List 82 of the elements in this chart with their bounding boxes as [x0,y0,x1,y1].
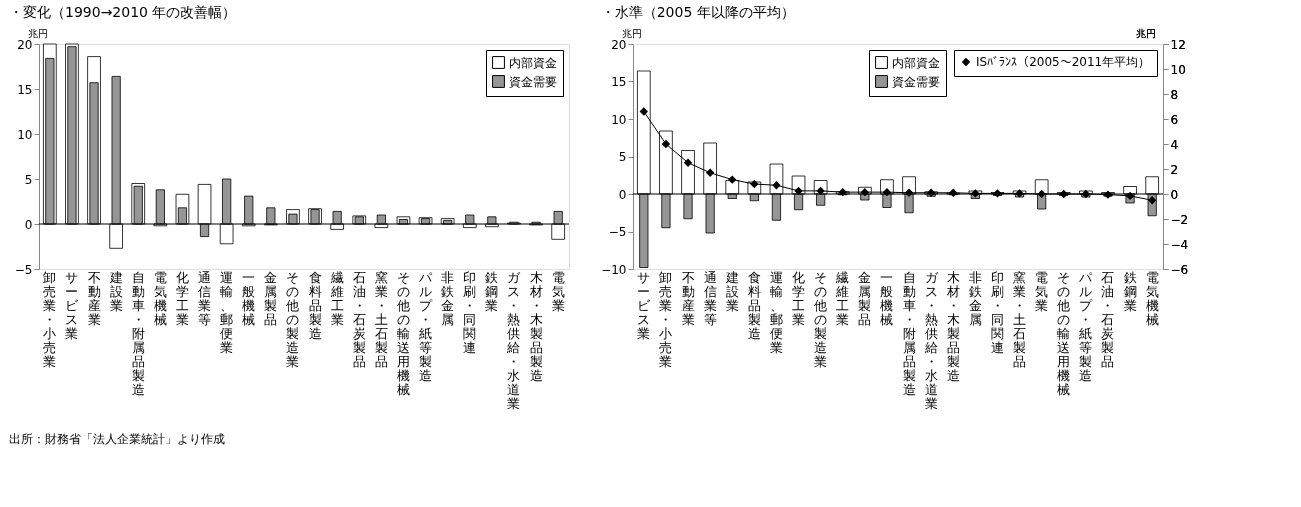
x-tick-label: 運輸、郵便業 [769,269,783,355]
y2-tick-label: −4 [1170,237,1189,252]
y-tick-label: 5 [618,150,627,164]
category-label: その他の輸送用機械 [1057,269,1071,397]
y-tick-label: 0 [618,187,627,202]
x-tick-label: 化学工業 [175,269,189,327]
legend-label: 内部資金 [509,55,557,70]
y-tick-label: 0 [24,217,33,232]
legend-label: 資金需要 [509,74,557,89]
y2-tick-label: 0 [1170,187,1179,202]
category-label: ガス・熱供給・水道業 [924,269,938,411]
y2-tick-label: 4 [1170,137,1179,152]
x-tick-label: 非鉄金属 [968,269,982,327]
y-tick-label: 20 [17,37,33,52]
x-tick-label: 建設業 [724,269,739,313]
x-tick-label: パルプ・紙等製造 [1078,269,1094,383]
y2-tick-label: 12 [1170,37,1186,52]
y2-tick-label: 10 [1170,62,1186,77]
x-tick-label: 電気機械 [153,269,167,327]
x-tick-label: 金属製品 [858,269,872,327]
text: 出所：財務省「法人企業統計」より作成 [9,432,225,446]
y2-tick-label: −2 [1170,212,1189,227]
y-axis-title: 兆円 [621,27,642,39]
y2-axis-title: 兆円 [1135,27,1156,39]
y-tick-label: 5 [24,172,33,187]
x-tick-label: その他の製造業 [286,269,300,369]
x-tick-label: 石油・石炭製品 [1101,269,1115,369]
x-tick-label: 食料品製造 [747,269,761,341]
x-tick-label: 電気機械 [1145,269,1159,327]
y-tick-label: −10 [601,262,627,277]
y-tick-label: 15 [17,82,33,97]
category-label: その他の輸送用機械 [396,269,410,397]
y-tick-label: 20 [611,37,627,52]
y-axis-title: 兆円 [27,27,48,39]
x-tick-label: 繊維工業 [835,269,850,327]
x-tick-label: 印刷・同関連 [463,269,477,355]
y2-tick-label: 2 [1170,162,1179,177]
category-label: ガス・熱供給・水道業 [507,269,521,411]
x-tick-label: 電気業 [551,269,565,313]
category-label: 自動車・附属品製造 [902,269,916,397]
chart-title: ・変化（1990→2010 年の改善幅） [9,4,237,20]
x-tick-label: 通信業等 [198,269,212,327]
x-tick-label: 一般機械 [880,269,894,327]
y-tick-label: 10 [611,112,627,127]
x-tick-label: 卸売業・小売業 [659,269,673,369]
x-tick-label: 木材・木製品製造 [528,269,543,383]
legend-label: 資金需要 [892,74,940,89]
x-tick-label: 化学工業 [792,269,806,327]
x-tick-label: 繊維工業 [329,269,344,327]
x-tick-label: 窯業・土石製品 [374,269,388,369]
x-tick-label: 窯業・土石製品 [1013,269,1027,369]
x-tick-label: 建設業 [108,269,123,313]
x-tick-label: 鉄鋼業 [1123,269,1137,313]
x-tick-label: 印刷・同関連 [990,269,1004,355]
y2-tick-label: 6 [1170,112,1179,127]
x-tick-label: 卸売業・小売業 [43,269,57,369]
x-tick-label: 一般機械 [242,269,256,327]
x-tick-label: パルプ・紙等製造 [418,269,434,383]
x-tick-label: 不動産業 [681,269,695,327]
category-label: 自動車・附属品製造 [131,269,145,397]
x-tick-label: サービス業 [65,269,80,341]
x-tick-label: 食料品製造 [308,269,322,341]
x-tick-label: 木材・木製品製造 [945,269,960,383]
x-tick-label: 非鉄金属 [441,269,455,327]
y-tick-label: 15 [611,75,627,89]
x-tick-label: 金属製品 [264,269,278,327]
x-tick-label: 鉄鋼業 [485,269,499,313]
x-tick-label: 不動産業 [87,269,101,327]
y2-tick-label: −6 [1170,262,1189,277]
x-tick-label: 通信業等 [703,269,717,327]
x-tick-label: 電気業 [1035,269,1049,313]
legend-label: 内部資金 [892,55,940,70]
legend-label: ISﾊﾞﾗﾝｽ（2005～2011年平均） [976,55,1151,69]
y-tick-label: 10 [17,127,33,142]
y2-tick-label: 8 [1170,87,1179,102]
x-tick-label: 運輸、郵便業 [220,269,234,355]
x-tick-label: 石油・石炭製品 [352,269,366,369]
x-tick-label: その他の製造業 [814,269,828,369]
y-tick-label: −5 [608,225,627,239]
y-tick-label: −5 [14,262,33,277]
chart-title: ・水準（2005 年以降の平均） [600,4,795,20]
x-tick-label: サービス業 [637,269,652,341]
